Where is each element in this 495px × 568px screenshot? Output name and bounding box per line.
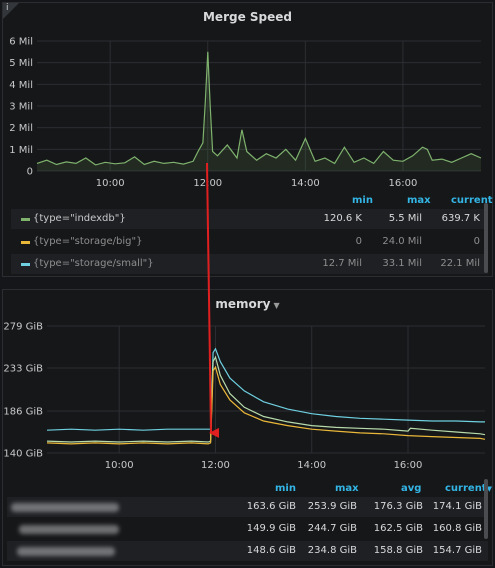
legend-current: 154.7 GiB bbox=[432, 545, 482, 556]
series-line bbox=[46, 355, 486, 443]
legend-min: 163.6 GiB bbox=[246, 501, 296, 512]
legend-min: 0 bbox=[355, 236, 362, 247]
series-line bbox=[46, 365, 486, 445]
legend-min: 120.6 K bbox=[323, 213, 362, 224]
panel-title-wrap[interactable]: memory ▼ bbox=[3, 297, 492, 311]
legend-avg: 158.8 GiB bbox=[373, 545, 423, 556]
series-color-swatch[interactable] bbox=[21, 263, 30, 266]
legend-series-name[interactable]: {type="storage/small"} bbox=[33, 258, 154, 269]
x-tick-label: 10:00 bbox=[96, 178, 125, 189]
legend-header-current-label: current bbox=[445, 483, 487, 494]
y-tick-label: 140 GiB bbox=[3, 449, 43, 460]
legend-avg: 176.3 GiB bbox=[373, 501, 423, 512]
legend-header-avg[interactable]: avg bbox=[401, 483, 422, 494]
legend-max: 253.9 GiB bbox=[307, 501, 357, 512]
x-tick-label: 16:00 bbox=[389, 178, 418, 189]
series-area bbox=[37, 51, 481, 171]
redacted-series-name bbox=[17, 547, 115, 556]
series-line bbox=[36, 51, 482, 166]
legend-scrollbar[interactable] bbox=[484, 203, 488, 273]
y-tick-label: 279 GiB bbox=[3, 322, 43, 333]
y-tick-label: 3 Mil bbox=[9, 102, 33, 113]
legend-row[interactable]: {type="storage/big"} 0 24.0 Mil 0 bbox=[11, 232, 488, 252]
legend-avg: 162.5 GiB bbox=[373, 523, 423, 534]
memory-panel: memory ▼ 140 GiB 186 GiB 233 GiB 279 GiB 10:0… bbox=[2, 289, 493, 566]
legend-row[interactable]: 149.9 GiB 244.7 GiB 162.5 GiB 160.8 GiB bbox=[7, 519, 488, 539]
y-tick-label: 1 Mil bbox=[9, 145, 33, 156]
legend-header-current[interactable]: current▼ bbox=[445, 483, 492, 494]
redacted-series-name bbox=[19, 525, 119, 534]
series-color-swatch[interactable] bbox=[21, 241, 30, 244]
legend-max: 5.5 Mil bbox=[388, 213, 422, 224]
legend-row[interactable]: 163.6 GiB 253.9 GiB 176.3 GiB 174.1 GiB bbox=[7, 497, 488, 517]
legend-header-current[interactable]: current bbox=[451, 195, 493, 206]
memory-chart[interactable]: 140 GiB 186 GiB 233 GiB 279 GiB 10:00 12:00 14… bbox=[3, 290, 494, 480]
x-tick-label: 14:00 bbox=[291, 178, 320, 189]
legend-header-min[interactable]: min bbox=[275, 483, 296, 494]
y-tick-label: 6 Mil bbox=[9, 37, 33, 48]
series-color-swatch[interactable] bbox=[21, 218, 30, 221]
panel-info-corner[interactable] bbox=[3, 3, 19, 19]
x-tick-label: 10:00 bbox=[105, 460, 134, 471]
legend-series-name[interactable]: {type="indexdb"} bbox=[33, 213, 126, 224]
x-tick-label: 14:00 bbox=[297, 460, 326, 471]
legend-header-max[interactable]: max bbox=[335, 483, 359, 494]
memory-legend: min max avg current▼ 163.6 GiB 253.9 GiB… bbox=[7, 479, 492, 564]
legend-current: 0 bbox=[473, 236, 480, 247]
legend-row[interactable]: 148.6 GiB 234.8 GiB 158.8 GiB 154.7 GiB bbox=[7, 541, 488, 561]
y-tick-label: 0 bbox=[27, 167, 33, 178]
y-tick-label: 186 GiB bbox=[3, 406, 43, 417]
legend-max: 234.8 GiB bbox=[307, 545, 357, 556]
y-tick-label: 233 GiB bbox=[3, 364, 43, 375]
legend-scrollbar[interactable] bbox=[484, 479, 488, 539]
panel-title[interactable]: memory bbox=[215, 297, 271, 311]
legend-header-max[interactable]: max bbox=[407, 195, 431, 206]
merge-speed-panel: i Merge Speed 0 1 Mil 2 Mil 3 Mil 4 Mil 5 Mil… bbox=[2, 2, 493, 277]
caret-down-icon: ▼ bbox=[486, 485, 492, 493]
legend-current: 22.1 Mil bbox=[440, 258, 480, 269]
legend-min: 148.6 GiB bbox=[246, 545, 296, 556]
legend-max: 24.0 Mil bbox=[382, 236, 422, 247]
legend-current: 160.8 GiB bbox=[432, 523, 482, 534]
series-line bbox=[46, 347, 485, 431]
legend-row[interactable]: {type="indexdb"} 120.6 K 5.5 Mil 639.7 K bbox=[11, 209, 488, 229]
legend-current: 174.1 GiB bbox=[432, 501, 482, 512]
legend-row[interactable]: {type="storage/small"} 12.7 Mil 33.1 Mil… bbox=[11, 254, 488, 274]
panel-title[interactable]: Merge Speed bbox=[202, 10, 292, 24]
legend-current: 639.7 K bbox=[441, 213, 480, 224]
caret-down-icon[interactable]: ▼ bbox=[273, 301, 280, 310]
legend-series-name[interactable]: {type="storage/big"} bbox=[33, 236, 143, 247]
y-tick-label: 4 Mil bbox=[9, 80, 33, 91]
merge-speed-chart[interactable]: 0 1 Mil 2 Mil 3 Mil 4 Mil 5 Mil 6 Mil 10:00 12:0… bbox=[3, 3, 494, 203]
x-tick-label: 16:00 bbox=[394, 460, 423, 471]
redacted-series-name bbox=[11, 503, 119, 512]
legend-min: 149.9 GiB bbox=[246, 523, 296, 534]
merge-speed-legend: min max current {type="indexdb"} 120.6 K… bbox=[11, 195, 493, 275]
x-tick-label: 12:00 bbox=[193, 178, 222, 189]
legend-max: 244.7 GiB bbox=[307, 523, 357, 534]
x-tick-label: 12:00 bbox=[201, 460, 230, 471]
legend-header-min[interactable]: min bbox=[352, 195, 373, 206]
legend-min: 12.7 Mil bbox=[322, 258, 362, 269]
info-icon[interactable]: i bbox=[6, 3, 9, 13]
legend-max: 33.1 Mil bbox=[382, 258, 422, 269]
y-tick-label: 5 Mil bbox=[9, 58, 33, 69]
y-tick-label: 2 Mil bbox=[9, 123, 33, 134]
